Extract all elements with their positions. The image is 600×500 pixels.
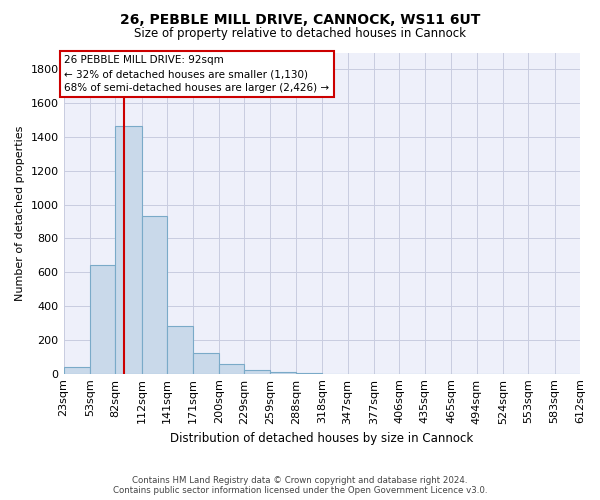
- Bar: [219, 364, 244, 374]
- Bar: [244, 370, 271, 374]
- Bar: [90, 264, 115, 374]
- Text: 26, PEBBLE MILL DRIVE, CANNOCK, WS11 6UT: 26, PEBBLE MILL DRIVE, CANNOCK, WS11 6UT: [120, 12, 480, 26]
- Bar: [115, 126, 142, 374]
- Text: 26 PEBBLE MILL DRIVE: 92sqm
← 32% of detached houses are smaller (1,130)
68% of : 26 PEBBLE MILL DRIVE: 92sqm ← 32% of det…: [64, 55, 329, 93]
- Bar: [142, 216, 167, 374]
- X-axis label: Distribution of detached houses by size in Cannock: Distribution of detached houses by size …: [170, 432, 473, 445]
- Bar: [193, 352, 219, 374]
- Bar: [271, 372, 296, 374]
- Text: Contains HM Land Registry data © Crown copyright and database right 2024.
Contai: Contains HM Land Registry data © Crown c…: [113, 476, 487, 495]
- Bar: [167, 326, 193, 374]
- Bar: [296, 373, 322, 374]
- Y-axis label: Number of detached properties: Number of detached properties: [15, 126, 25, 301]
- Text: Size of property relative to detached houses in Cannock: Size of property relative to detached ho…: [134, 28, 466, 40]
- Bar: [64, 368, 90, 374]
